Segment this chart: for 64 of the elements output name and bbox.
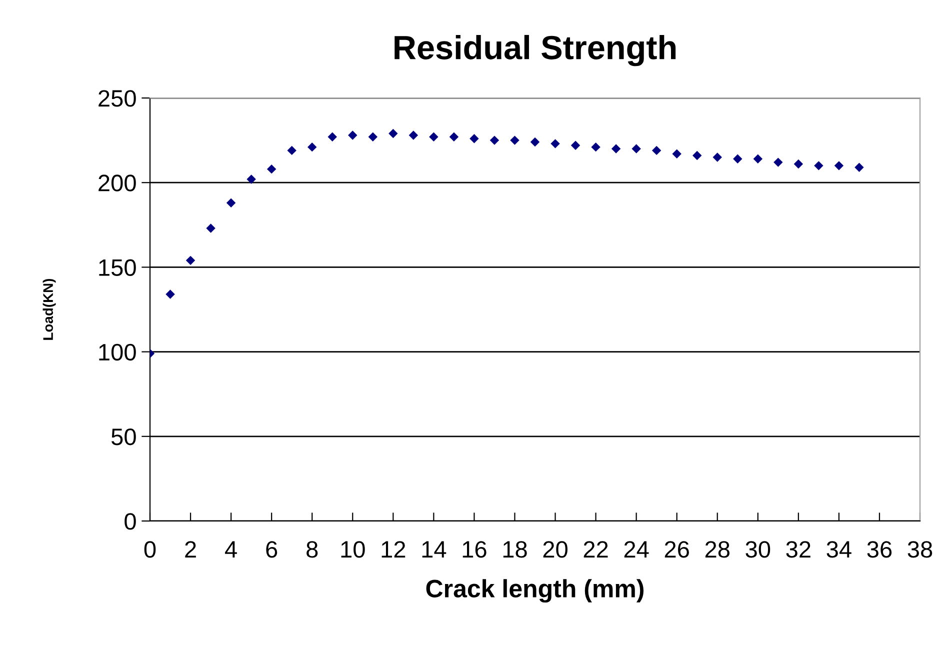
point — [550, 139, 560, 148]
point — [774, 158, 783, 167]
point — [287, 146, 296, 156]
x-tick-label: 12 — [382, 541, 406, 558]
x-tick-label: 14 — [422, 541, 446, 558]
x-tick-label: 10 — [341, 541, 365, 558]
point — [712, 152, 722, 162]
point — [246, 174, 256, 184]
y-axis-title: Load(KN) — [42, 278, 56, 340]
point — [814, 161, 824, 170]
point — [429, 132, 438, 142]
x-tick-label: 20 — [543, 541, 568, 558]
point — [652, 146, 662, 156]
x-tick-label: 36 — [867, 541, 892, 558]
x-tick-label: 28 — [705, 541, 730, 558]
y-tick-label: 150 — [99, 259, 136, 276]
point — [854, 162, 864, 172]
x-tick-label: 0 — [144, 541, 156, 558]
point — [388, 128, 398, 138]
x-tick-label: 24 — [624, 541, 649, 558]
point — [530, 137, 540, 147]
point — [570, 140, 580, 150]
x-tick-label: 16 — [462, 541, 486, 558]
x-tick-label: 38 — [908, 541, 932, 558]
point — [490, 136, 500, 145]
x-tick-label: 26 — [664, 541, 689, 558]
y-tick-label: 100 — [99, 344, 136, 361]
x-tick-label: 30 — [746, 541, 770, 558]
point — [753, 154, 762, 164]
point — [328, 132, 337, 142]
point — [368, 132, 378, 142]
point — [266, 164, 276, 174]
point — [308, 142, 317, 152]
point — [408, 130, 418, 140]
y-tick-label: 0 — [124, 513, 136, 530]
y-tick-label: 200 — [98, 174, 136, 192]
x-tick-label: 8 — [306, 541, 318, 558]
point — [591, 142, 600, 152]
chart-title: Residual Strength — [394, 34, 676, 66]
point — [186, 256, 196, 266]
point — [166, 290, 175, 299]
x-tick-label: 32 — [786, 541, 810, 558]
point — [611, 144, 621, 154]
x-axis-title: Crack length (mm) — [426, 579, 644, 603]
point — [226, 198, 236, 208]
point — [672, 149, 682, 158]
point — [834, 161, 844, 170]
x-tick-label: 2 — [185, 541, 196, 558]
point — [510, 136, 520, 145]
x-tick-label: 18 — [503, 541, 527, 558]
y-tick-label: 250 — [98, 90, 136, 107]
point — [348, 130, 358, 140]
x-tick-label: 4 — [225, 541, 237, 558]
point — [632, 144, 641, 154]
point — [692, 150, 702, 160]
point — [794, 159, 804, 169]
x-tick-label: 22 — [584, 541, 608, 558]
point — [206, 224, 216, 233]
point — [733, 154, 742, 164]
point — [449, 132, 459, 142]
x-tick-label: 34 — [826, 541, 852, 558]
x-tick-label: 6 — [266, 541, 278, 558]
y-tick-label: 50 — [111, 428, 136, 446]
point — [470, 134, 479, 144]
